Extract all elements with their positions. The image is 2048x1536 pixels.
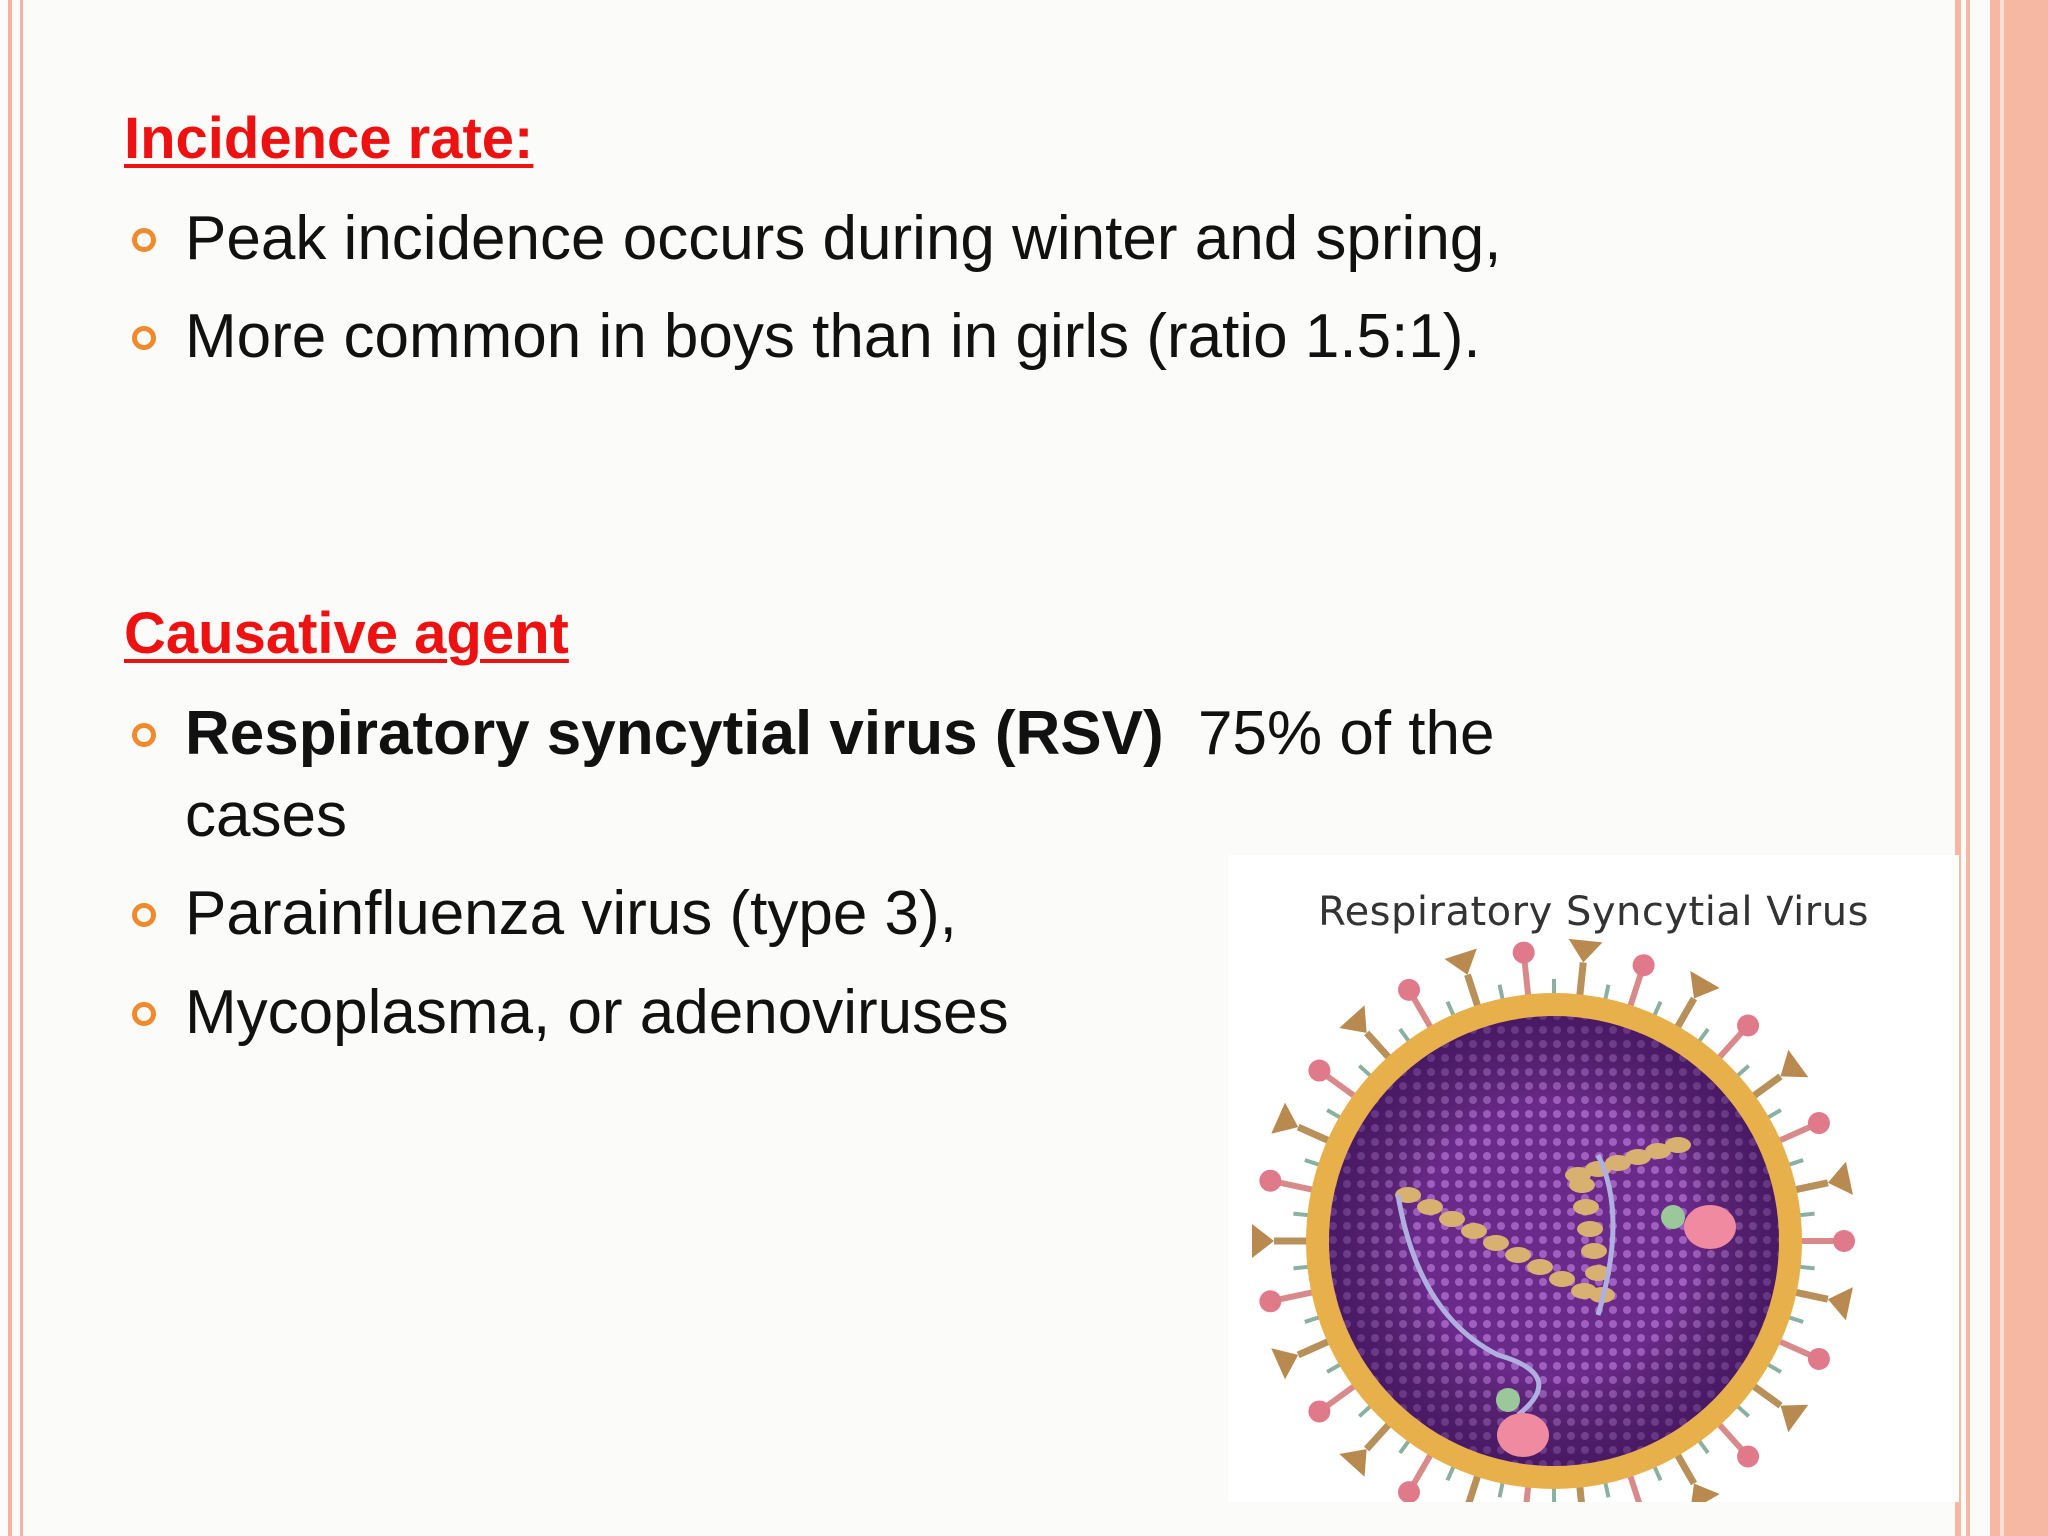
spike-head	[1444, 948, 1477, 975]
spike-head	[1691, 1483, 1720, 1502]
genome-bead	[1565, 1167, 1591, 1183]
border-stripe	[20, 0, 23, 1536]
border-stripe	[1955, 0, 1961, 1536]
polymerase	[1661, 1205, 1685, 1229]
section-heading: Causative agent	[124, 601, 569, 666]
bullet: More common in boys than in girls (ratio…	[132, 296, 1665, 378]
bullet: Respiratory syncytial virus (RSV) 75% of…	[132, 693, 1665, 857]
spike-head	[1632, 954, 1655, 977]
genome-strand	[1595, 1153, 1616, 1316]
genome-bead	[1395, 1187, 1421, 1203]
genome-bead	[1527, 1259, 1553, 1275]
border-stripe	[8, 0, 12, 1536]
genome-strand	[1395, 1194, 1542, 1417]
figure-caption: Respiratory Syncytial Virus	[1318, 889, 1869, 935]
genome-bead	[1439, 1211, 1465, 1227]
bullet-text: More common in boys than in girls (ratio…	[185, 302, 1481, 371]
bullet-text: Peak incidence occurs during winter and …	[185, 204, 1502, 273]
genome-bead	[1577, 1221, 1603, 1237]
genome-bead	[1483, 1235, 1509, 1251]
border-stripe	[1990, 0, 2048, 1536]
spike-head	[1259, 1290, 1282, 1313]
bullet: Peak incidence occurs during winter and …	[132, 198, 1665, 280]
genome-bead	[1417, 1199, 1443, 1215]
genome-bead	[1505, 1247, 1531, 1263]
spike-head	[1780, 1404, 1809, 1433]
spike-head	[1512, 941, 1535, 964]
spike-head	[1271, 1348, 1299, 1380]
spike-head	[1690, 970, 1720, 999]
genome-bead	[1605, 1155, 1631, 1171]
polymerase	[1684, 1205, 1736, 1249]
virus-figure: Respiratory Syncytial Virus	[1228, 855, 1959, 1502]
spike-head	[1308, 1400, 1331, 1423]
genome-bead	[1665, 1137, 1691, 1153]
bullet: Parainfluenza virus (type 3),	[132, 873, 1665, 955]
genome-bead	[1645, 1143, 1671, 1159]
section-heading: Incidence rate:	[124, 106, 534, 171]
genome-bead	[1625, 1149, 1651, 1165]
genome-bead	[1549, 1271, 1575, 1287]
bullet-text: 75% of the cases	[185, 699, 1495, 850]
spike-head	[1827, 1161, 1853, 1195]
border-stripe	[2000, 0, 2004, 1536]
spike-head	[1252, 1224, 1274, 1258]
genome-bead	[1581, 1243, 1607, 1259]
spike-head	[1339, 1005, 1367, 1033]
spike-head	[1398, 1481, 1420, 1502]
spike-head	[1780, 1049, 1809, 1078]
genome-bead	[1461, 1223, 1487, 1239]
border-stripe	[1966, 0, 1970, 1536]
virus-illustration	[1252, 938, 1855, 1502]
bullet-text-bold: Respiratory syncytial virus (RSV)	[185, 699, 1164, 768]
bullet-text: Mycoplasma, or adenoviruses	[185, 978, 1009, 1047]
spike-head	[1308, 1059, 1331, 1082]
spike-head	[1339, 1449, 1367, 1477]
spike-head	[1827, 1287, 1853, 1321]
spike-head	[1807, 1112, 1830, 1135]
spike-head	[1737, 1445, 1760, 1468]
genome-bead	[1585, 1265, 1611, 1281]
genome-bead	[1573, 1199, 1599, 1215]
spike-head	[1259, 1169, 1282, 1192]
spike-head	[1737, 1014, 1760, 1037]
spike-head	[1833, 1230, 1855, 1252]
spike-head	[1807, 1347, 1830, 1370]
polymerase	[1496, 1388, 1520, 1412]
bullet: Mycoplasma, or adenoviruses	[132, 972, 1665, 1054]
spike-head	[1271, 1102, 1299, 1134]
spike-head	[1398, 978, 1420, 1001]
bullet-text: Parainfluenza virus (type 3),	[185, 879, 957, 948]
spike-head	[1568, 938, 1603, 963]
polymerase	[1497, 1413, 1549, 1457]
